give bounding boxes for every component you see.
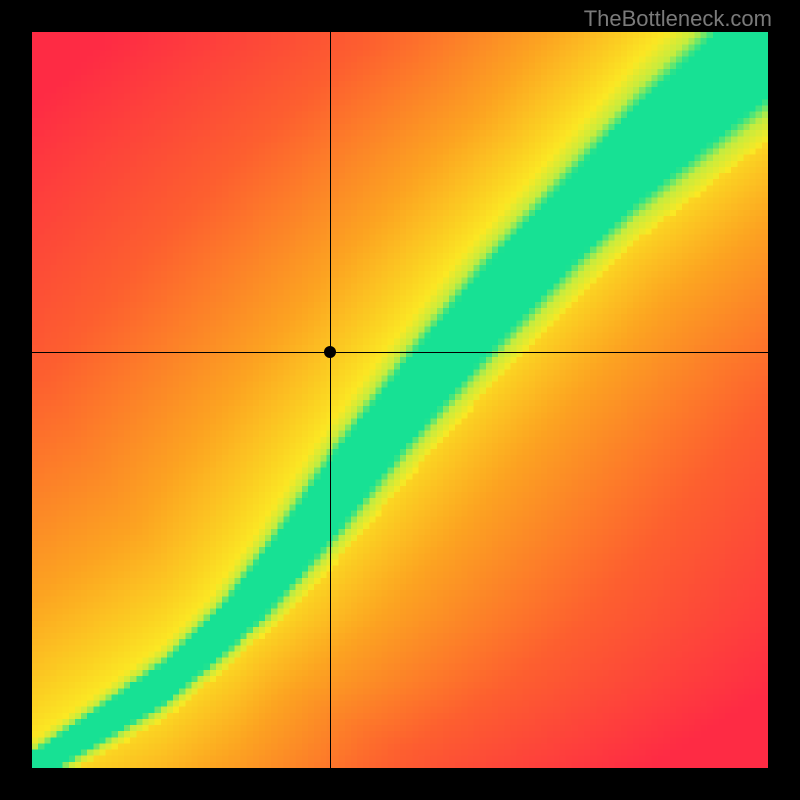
selected-point — [324, 346, 336, 358]
heatmap-canvas — [32, 32, 768, 768]
crosshair-vertical — [330, 32, 331, 768]
crosshair-horizontal — [32, 352, 768, 353]
watermark: TheBottleneck.com — [584, 6, 772, 32]
bottleneck-heatmap — [32, 32, 768, 768]
